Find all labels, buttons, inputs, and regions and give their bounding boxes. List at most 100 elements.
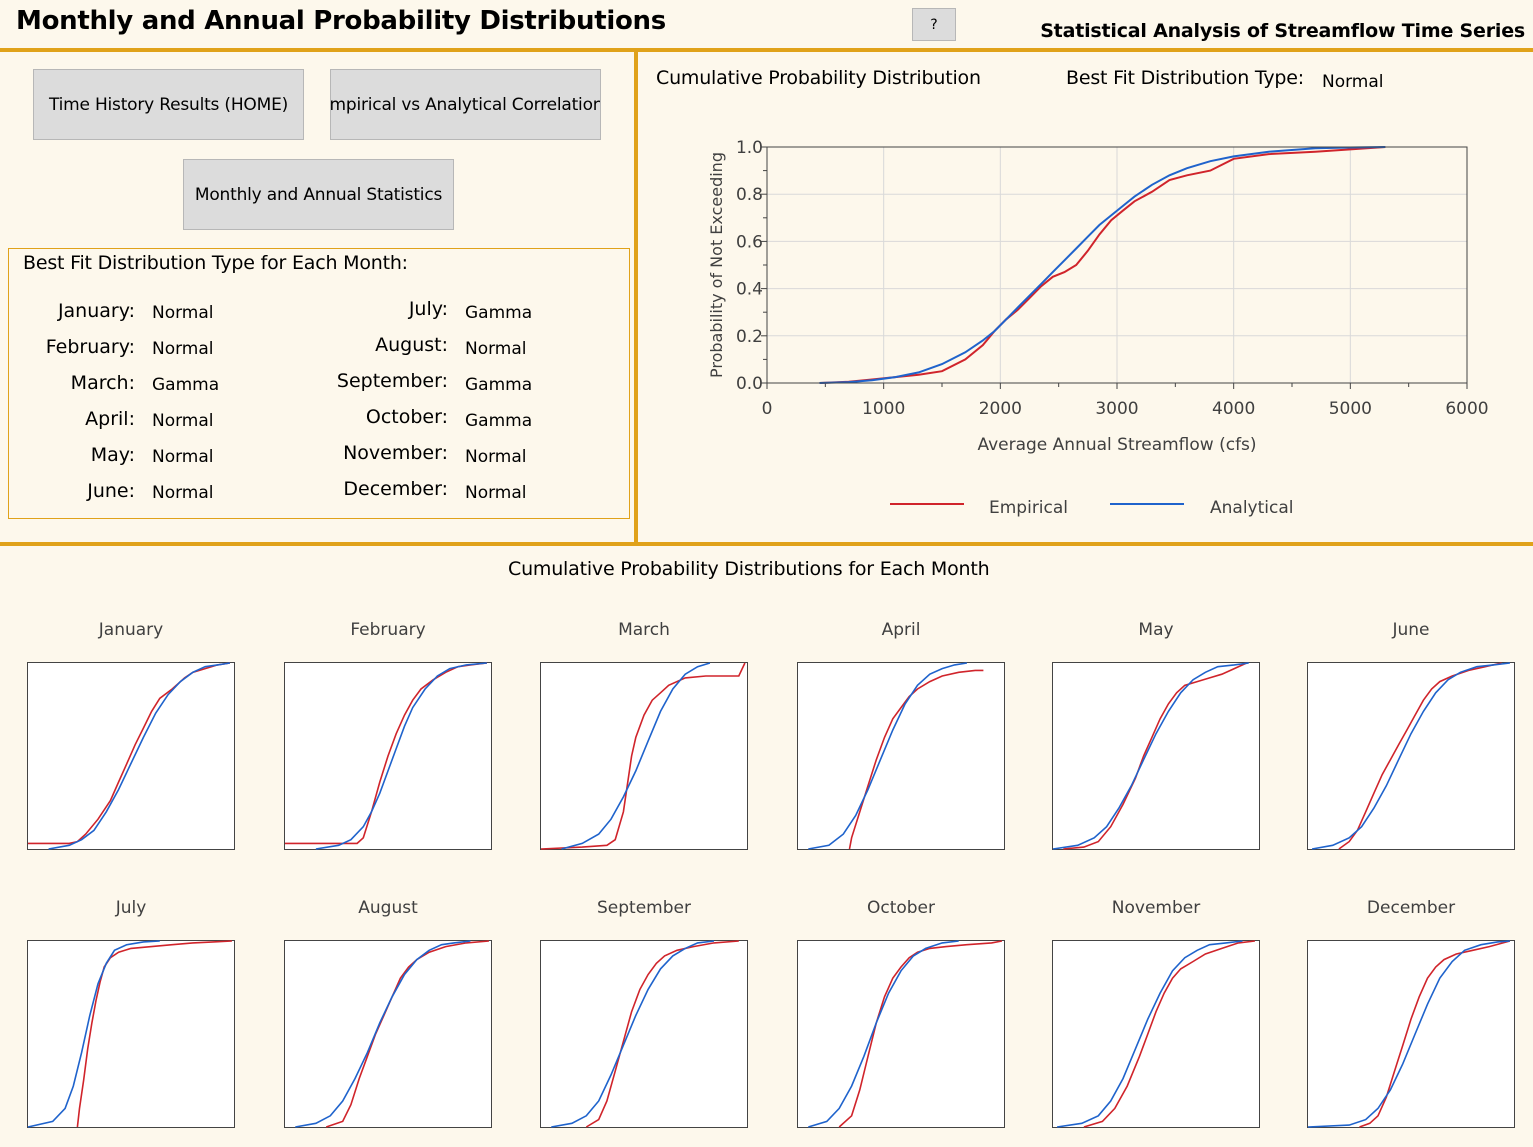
page-subtitle: Statistical Analysis of Streamflow Time … bbox=[1040, 20, 1525, 42]
statistics-button[interactable]: Monthly and Annual Statistics bbox=[183, 159, 454, 230]
main-y-tick-label: 0.2 bbox=[736, 327, 763, 347]
main-x-tick-label: 6000 bbox=[1445, 399, 1488, 419]
month-type-june: Normal bbox=[152, 483, 214, 503]
best-fit-value: Normal bbox=[1322, 72, 1384, 92]
monthly-series-analytical bbox=[48, 662, 231, 850]
main-cumulative-chart: 0 1000 2000 3000 4000 5000 6000 0.0 0.2 0.4 0.6 0.8… bbox=[707, 138, 1489, 518]
monthly-section-title: Cumulative Probability Distributions for… bbox=[508, 558, 990, 580]
monthly-series-empirical bbox=[1083, 940, 1255, 1128]
monthly-chart-may bbox=[1052, 662, 1260, 850]
monthly-plot-frame bbox=[540, 940, 748, 1128]
monthly-chart-title-november: November bbox=[1111, 898, 1201, 918]
main-y-tick-label: 0.6 bbox=[736, 232, 763, 252]
monthly-series-empirical bbox=[285, 662, 487, 845]
monthly-chart-title-december: December bbox=[1366, 898, 1456, 918]
main-x-axis-label: Average Annual Streamflow (cfs) bbox=[977, 435, 1256, 455]
monthly-series-empirical bbox=[848, 669, 984, 850]
monthly-chart-november bbox=[1052, 940, 1260, 1128]
monthly-series-empirical bbox=[1063, 662, 1247, 850]
main-y-tick-label: 1.0 bbox=[736, 138, 763, 158]
month-label-october: October: bbox=[365, 406, 448, 428]
month-label-july: July: bbox=[408, 298, 448, 320]
legend-empirical-label: Empirical bbox=[989, 498, 1068, 518]
month-label-september: September: bbox=[336, 370, 448, 392]
monthly-series-analytical bbox=[808, 662, 968, 850]
monthly-plot-frame bbox=[540, 662, 748, 850]
main-x-tick-label: 3000 bbox=[1095, 399, 1138, 419]
monthly-series-empirical bbox=[1359, 940, 1511, 1128]
monthly-chart-august bbox=[284, 940, 492, 1128]
month-type-april: Normal bbox=[152, 411, 214, 431]
month-type-december: Normal bbox=[465, 483, 527, 503]
monthly-series-analytical bbox=[27, 940, 160, 1128]
header-divider bbox=[0, 48, 1533, 52]
month-label-november: November: bbox=[343, 442, 448, 464]
page-title: Monthly and Annual Probability Distribut… bbox=[16, 6, 666, 36]
section-divider bbox=[0, 542, 1533, 546]
month-label-december: December: bbox=[343, 478, 448, 500]
monthly-chart-february bbox=[284, 662, 492, 850]
month-type-november: Normal bbox=[465, 447, 527, 467]
month-type-august: Normal bbox=[465, 339, 527, 359]
main-chart-ticks: 0 1000 2000 3000 4000 5000 6000 0.0 0.2 0.4 0.6 0.8… bbox=[736, 138, 1489, 419]
monthly-series-analytical bbox=[295, 940, 471, 1128]
monthly-chart-january bbox=[27, 662, 235, 850]
monthly-plot-frame bbox=[284, 940, 492, 1128]
main-x-tick-label: 1000 bbox=[862, 399, 905, 419]
monthly-series-empirical bbox=[838, 940, 1003, 1128]
main-y-tick-label: 0.4 bbox=[736, 280, 763, 300]
monthly-plot-frame bbox=[1052, 662, 1260, 850]
monthly-chart-title-march: March bbox=[618, 620, 670, 640]
monthly-series-analytical bbox=[1056, 940, 1243, 1128]
home-button[interactable]: Time History Results (HOME) bbox=[33, 69, 304, 140]
monthly-series-analytical bbox=[315, 662, 487, 850]
main-x-tick-label: 2000 bbox=[979, 399, 1022, 419]
month-label-august: August: bbox=[375, 334, 448, 356]
main-chart-lines bbox=[819, 146, 1386, 384]
main-y-tick-label: 0.0 bbox=[736, 374, 763, 394]
best-fit-panel: Best Fit Distribution Type for Each Mont… bbox=[8, 248, 630, 519]
month-label-april: April: bbox=[85, 408, 135, 430]
monthly-chart-april bbox=[797, 662, 1005, 850]
month-type-january: Normal bbox=[152, 303, 214, 323]
monthly-chart-title-october: October bbox=[866, 898, 936, 918]
help-button[interactable]: ? bbox=[912, 8, 956, 41]
main-y-axis-label: Probability of Not Exceeding bbox=[707, 152, 726, 378]
month-type-may: Normal bbox=[152, 447, 214, 467]
month-label-may: May: bbox=[90, 444, 135, 466]
month-label-january: January: bbox=[57, 300, 135, 322]
monthly-chart-july bbox=[27, 940, 235, 1128]
monthly-plot-frame bbox=[797, 940, 1005, 1128]
best-fit-panel-title: Best Fit Distribution Type for Each Mont… bbox=[23, 252, 408, 274]
monthly-chart-september bbox=[540, 940, 748, 1128]
correlations-button[interactable]: Empirical vs Analytical Correlations bbox=[330, 69, 601, 140]
monthly-chart-march bbox=[540, 662, 748, 850]
monthly-chart-title-september: September bbox=[597, 898, 691, 918]
vertical-divider bbox=[634, 48, 638, 545]
monthly-series-analytical bbox=[1311, 662, 1510, 850]
monthly-plot-frame bbox=[797, 662, 1005, 850]
main-legend: Empirical Analytical bbox=[890, 498, 1293, 518]
monthly-series-analytical bbox=[1307, 940, 1510, 1128]
month-label-february: February: bbox=[45, 336, 135, 358]
main-y-tick-label: 0.8 bbox=[736, 185, 763, 205]
main-chart-title: Cumulative Probability Distribution bbox=[656, 67, 981, 89]
month-label-march: March: bbox=[70, 372, 135, 394]
main-plot-frame bbox=[766, 146, 1468, 384]
monthly-chart-title-june: June bbox=[1392, 620, 1430, 640]
monthly-chart-october bbox=[797, 940, 1005, 1128]
main-x-tick-label: 0 bbox=[762, 399, 773, 419]
monthly-chart-title-may: May bbox=[1138, 620, 1174, 640]
monthly-plot-frame bbox=[1307, 662, 1515, 850]
main-chart-grid bbox=[767, 147, 1467, 383]
month-type-february: Normal bbox=[152, 339, 214, 359]
monthly-chart-december bbox=[1307, 940, 1515, 1128]
monthly-series-empirical bbox=[585, 940, 739, 1128]
monthly-chart-title-august: August bbox=[358, 898, 418, 918]
month-type-march: Gamma bbox=[152, 375, 220, 395]
legend-analytical-label: Analytical bbox=[1210, 498, 1293, 518]
main-series-analytical bbox=[819, 146, 1386, 384]
monthly-chart-title-january: January bbox=[98, 620, 164, 640]
best-fit-label: Best Fit Distribution Type: bbox=[1066, 67, 1304, 89]
month-type-july: Gamma bbox=[465, 303, 533, 323]
